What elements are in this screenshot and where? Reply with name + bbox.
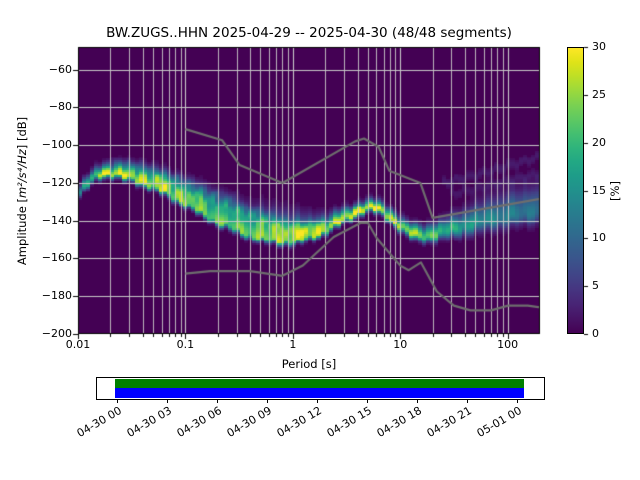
colorbar-tick-label: 30 xyxy=(592,40,606,53)
timeline-tick xyxy=(367,399,368,403)
timeline-tick xyxy=(317,399,318,403)
timeline-tick xyxy=(517,399,518,403)
timeline-tick xyxy=(117,399,118,403)
x-tick-label: 0.1 xyxy=(176,338,195,351)
timeline-frame xyxy=(96,377,545,400)
timeline-tick xyxy=(267,399,268,403)
timeline-availability-bar xyxy=(115,379,524,388)
colorbar-tick-label: 10 xyxy=(592,231,606,245)
y-tick-label: −100 xyxy=(41,138,72,152)
x-tick-label: 10 xyxy=(393,338,408,351)
colorbar-tick-label: 0 xyxy=(592,327,599,340)
colorbar-tick-label: 25 xyxy=(592,87,606,101)
y-tick-label: −140 xyxy=(41,213,72,227)
x-tick-label: 1 xyxy=(289,338,297,351)
y-tick-label: −200 xyxy=(41,327,72,340)
x-axis-label: Period [s] xyxy=(281,357,337,371)
colorbar-tick-label: 20 xyxy=(592,135,606,149)
y-tick-label: −80 xyxy=(48,100,72,114)
plot-title: BW.ZUGS..HHN 2025-04-29 -- 2025-04-30 (4… xyxy=(106,25,512,41)
colorbar-gradient xyxy=(567,47,584,334)
y-tick-label: −160 xyxy=(41,251,72,265)
timeline-tick xyxy=(167,399,168,403)
x-tick-label: 0.01 xyxy=(65,338,91,351)
colorbar-tick-label: 5 xyxy=(592,279,599,293)
timeline-used-segments-bar xyxy=(115,388,524,398)
timeline-tick xyxy=(467,399,468,403)
x-tick-label: 100 xyxy=(497,338,519,351)
colorbar-tick-label: 15 xyxy=(592,183,606,197)
colorbar-label: [%] xyxy=(608,180,622,201)
y-tick-label: −120 xyxy=(41,175,72,189)
y-tick-label: −60 xyxy=(48,62,72,76)
timeline-tick xyxy=(217,399,218,403)
y-tick-label: −180 xyxy=(41,289,72,303)
y-axis-label-units: m²/s⁴/Hz xyxy=(15,148,29,198)
timeline-tick xyxy=(417,399,418,403)
